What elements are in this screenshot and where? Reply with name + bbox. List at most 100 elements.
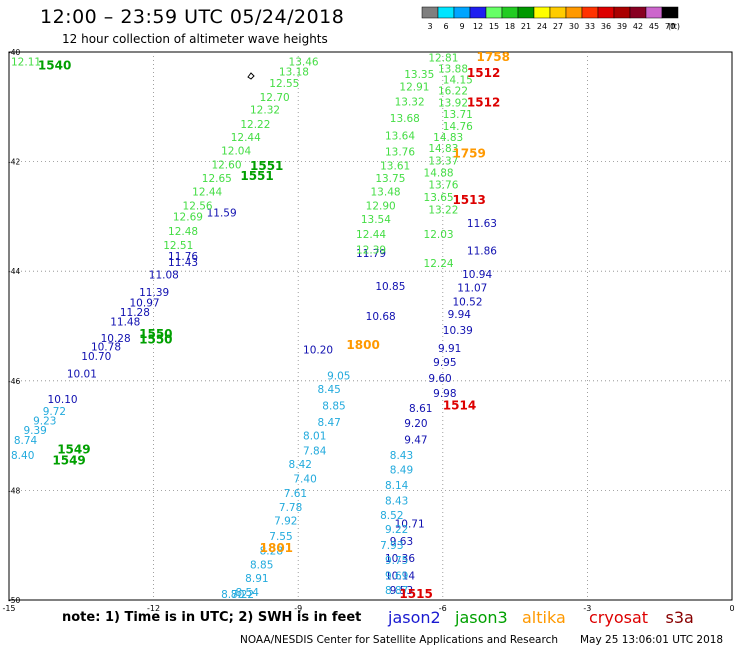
wave-height-point: 8.52 [380, 510, 403, 522]
time-label: 1512 [467, 95, 500, 109]
wave-height-point: 9.69 [385, 570, 408, 582]
scale-swatch [469, 6, 487, 19]
scale-label: 39 [617, 22, 627, 31]
wave-height-point: 7.40 [293, 473, 316, 485]
wave-height-point: 11.63 [467, 218, 497, 230]
grid-lines [9, 52, 732, 600]
wave-height-point: 13.88 [438, 63, 468, 75]
wave-height-point: 8.61 [409, 403, 432, 415]
wave-height-point: 7.93 [380, 540, 403, 552]
wave-height-point: 12.24 [424, 258, 454, 270]
wave-height-point: 14.83 [428, 143, 458, 155]
wave-height-point: 8.01 [303, 431, 326, 443]
wave-height-point: 8.43 [390, 450, 413, 462]
scale-label: 27 [553, 22, 563, 31]
scale-swatch [629, 6, 647, 19]
scale-swatch [453, 6, 471, 19]
time-label: 1512 [467, 66, 500, 80]
wave-height-point: 9.63 [390, 536, 413, 548]
small-marker [247, 72, 255, 80]
wave-height-point: 8.91 [245, 573, 268, 585]
wave-height-point: 10.28 [101, 333, 131, 345]
wave-height-point: 11.28 [120, 307, 150, 319]
wave-height-point: 9.94 [448, 309, 472, 321]
wave-height-point: 12.22 [240, 119, 270, 131]
wave-height-point: 10.36 [385, 553, 415, 565]
scale-label: 36 [601, 22, 611, 31]
wave-height-point: 12.81 [428, 52, 458, 64]
time-label: 1551 [240, 169, 273, 183]
scale-swatch [565, 6, 583, 19]
wave-height-point: 13.46 [289, 56, 319, 68]
x-tick-label: -3 [583, 604, 591, 613]
wave-height-point: 12.32 [250, 105, 280, 117]
legend-altika: altika [522, 608, 566, 627]
wave-height-point: 13.61 [380, 160, 410, 172]
time-label: 1549 [57, 442, 90, 456]
wave-height-point: 11.48 [110, 317, 140, 329]
wave-height-point: 10.10 [48, 394, 78, 406]
wave-height-point: 13.92 [438, 97, 468, 109]
x-tick-label: -12 [147, 604, 160, 613]
y-tick-label: -42 [8, 158, 20, 167]
scale-swatch [517, 6, 535, 19]
y-tick-label: -40 [8, 48, 20, 57]
wave-height-point: 13.68 [390, 113, 420, 125]
wave-height-point: 8.49 [390, 465, 413, 477]
wave-height-point: 11.76 [168, 251, 198, 263]
wave-height-point: 9.72 [43, 406, 66, 418]
wave-height-point: 9.98 [433, 388, 456, 400]
wave-height-point: 12.44 [231, 132, 261, 144]
wave-height-point: 11.39 [139, 287, 169, 299]
wave-height-point: 8.28 [260, 546, 283, 558]
wave-height-point: 8.43 [385, 495, 408, 507]
wave-height-point: 13.48 [371, 187, 401, 199]
wave-height-point: 12.39 [356, 244, 386, 256]
wave-height-point: 12.69 [173, 211, 203, 223]
wave-height-point: 7.92 [274, 516, 297, 528]
wave-height-point: 13.75 [375, 173, 405, 185]
wave-height-point: 8.40 [11, 450, 34, 462]
scale-label: 18 [505, 22, 515, 31]
wave-height-point: 8.45 [317, 384, 340, 396]
scale-label: 42 [633, 22, 643, 31]
y-tick-label: -50 [8, 596, 20, 605]
wave-height-point: 11.86 [467, 245, 497, 257]
scale-label: 21 [521, 22, 531, 31]
wave-height-point: 12.90 [366, 200, 396, 212]
wave-height-point: 11.43 [168, 257, 198, 269]
wave-height-point: 10.39 [443, 325, 473, 337]
scale-swatch [549, 6, 567, 19]
wave-height-point: 11.59 [207, 208, 237, 220]
wave-height-point: 12.70 [260, 92, 290, 104]
wave-height-point: 13.22 [428, 204, 458, 216]
wave-height-point: 10.52 [452, 296, 482, 308]
wave-height-point: 12.55 [269, 78, 299, 90]
scale-label: 45 [649, 22, 659, 31]
legend-jason3: jason3 [455, 608, 508, 627]
wave-height-point: 9.95 [433, 357, 456, 369]
scale-label: 33 [585, 22, 595, 31]
wave-height-point: 8.42 [289, 459, 312, 471]
wave-height-point: 9.39 [23, 425, 46, 437]
wave-height-point: 9.20 [404, 418, 427, 430]
wave-height-point: 8.14 [385, 480, 409, 492]
scale-swatch [437, 6, 455, 19]
credit-line: NOAA/NESDIS Center for Satellite Applica… [240, 634, 558, 646]
wave-height-point: 9.47 [404, 434, 427, 446]
scale-label: 24 [537, 22, 547, 31]
wave-height-point: 12.04 [221, 146, 251, 158]
wave-height-point: 13.64 [385, 130, 415, 142]
wave-height-point: 8.85 [322, 400, 345, 412]
wave-height-point: 10.78 [91, 341, 121, 353]
legend-s3a: s3a [665, 608, 694, 627]
wave-height-point: 9.91 [438, 343, 461, 355]
wave-height-point: 7.55 [269, 531, 292, 543]
scale-swatch [533, 6, 551, 19]
wave-height-point: 10.97 [130, 297, 160, 309]
timestamp: May 25 13:06:01 UTC 2018 [580, 634, 724, 646]
wave-height-point: 13.71 [443, 109, 473, 121]
wave-height-point: 13.35 [404, 69, 434, 81]
scale-label: 15 [489, 22, 499, 31]
wave-height-point: 11.79 [356, 248, 386, 260]
